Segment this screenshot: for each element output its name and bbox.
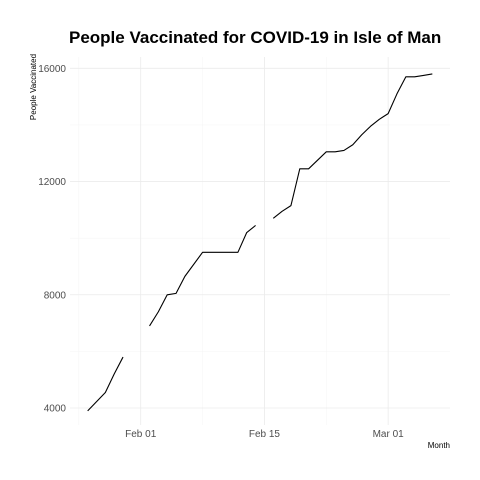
grid [70,57,450,425]
y-axis-label: People Vaccinated [29,54,38,120]
y-tick-label: 8000 [44,290,67,301]
y-tick-label: 4000 [44,404,67,415]
x-tick-label: Feb 15 [249,429,281,440]
x-tick-label: Mar 01 [373,429,405,440]
series-line-segment [272,73,433,219]
x-tick-label: Feb 01 [125,429,157,440]
chart-title: People Vaccinated for COVID-19 in Isle o… [69,28,441,47]
y-tick-labels: 4000 8000 12000 16000 [38,64,66,415]
y-tick-label: 16000 [38,64,66,75]
x-axis-label: Month [428,441,450,450]
x-tick-labels: Feb 01 Feb 15 Mar 01 [125,429,404,440]
series-line-segment [149,225,256,327]
series-lines [87,73,433,412]
series-line-segment [87,356,124,412]
y-tick-label: 12000 [38,177,66,188]
